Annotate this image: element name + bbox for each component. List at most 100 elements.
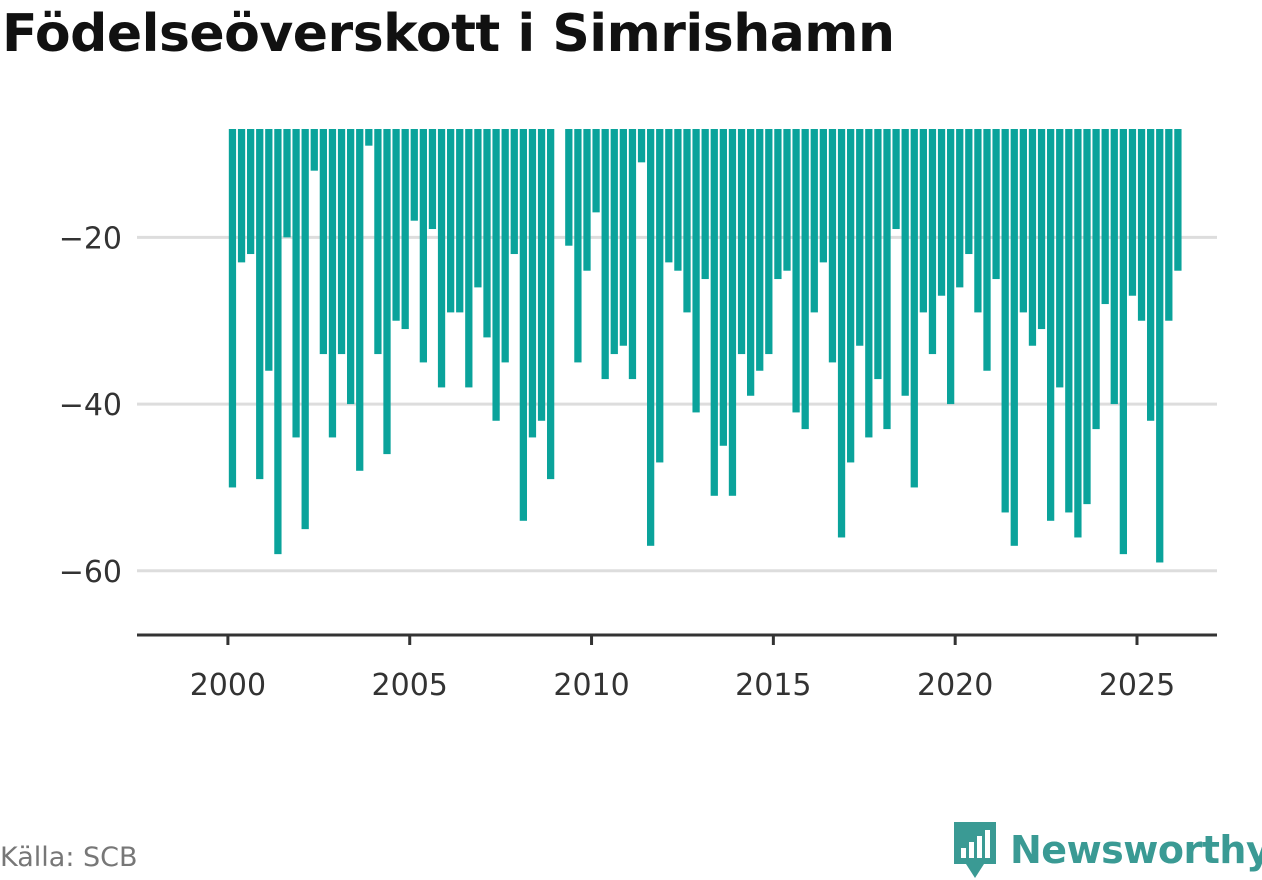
- bar: [647, 129, 655, 546]
- bar: [1074, 129, 1082, 538]
- bar: [992, 129, 1000, 280]
- bar: [610, 129, 618, 355]
- bar: [383, 129, 391, 455]
- bar: [547, 129, 555, 480]
- bar: [565, 129, 573, 246]
- bar: [628, 129, 637, 380]
- bar: [937, 129, 946, 296]
- bar: [592, 129, 600, 213]
- bar: [719, 129, 727, 446]
- bar: [901, 129, 909, 396]
- bar: [410, 129, 418, 221]
- bar: [356, 129, 364, 471]
- x-tick-label: 2020: [917, 668, 993, 703]
- bar: [974, 129, 982, 313]
- bar: [683, 129, 691, 313]
- bar: [883, 129, 891, 430]
- bar: [1056, 129, 1064, 388]
- x-tick-label: 2000: [190, 668, 266, 703]
- brand-logo: Newsworthy: [950, 820, 1262, 880]
- bar: [510, 129, 518, 255]
- bar: [965, 129, 973, 255]
- bar: [856, 129, 864, 346]
- bar: [574, 129, 582, 363]
- bar: [728, 129, 737, 496]
- bar: [756, 129, 764, 371]
- bar: [801, 129, 809, 430]
- newsworthy-logo-icon: [954, 822, 996, 878]
- bar: [256, 129, 264, 480]
- bar: [865, 129, 873, 438]
- bar: [874, 129, 882, 380]
- bar: [265, 129, 273, 371]
- bar: [1083, 129, 1091, 505]
- bar: [401, 129, 409, 330]
- bar: [492, 129, 500, 421]
- bar: [792, 129, 800, 413]
- bar: [637, 129, 646, 163]
- bar: [819, 129, 827, 263]
- bar: [674, 129, 682, 271]
- bar: [519, 129, 527, 521]
- bar: [656, 129, 664, 463]
- bar: [483, 129, 491, 338]
- bar: [501, 129, 509, 363]
- y-tick-label: −40: [59, 388, 122, 423]
- bar: [365, 129, 373, 146]
- bar: [1156, 129, 1164, 563]
- bar: [1174, 129, 1182, 271]
- bar: [456, 129, 464, 313]
- bar: [228, 129, 237, 488]
- bar: [828, 129, 837, 363]
- bar: [283, 129, 291, 238]
- bar: [1128, 129, 1137, 296]
- bar: [1028, 129, 1037, 346]
- bar: [274, 129, 282, 555]
- bar: [1037, 129, 1046, 330]
- bar: [1101, 129, 1109, 305]
- bar: [1110, 129, 1118, 405]
- bar: [392, 129, 400, 321]
- bar: [601, 129, 609, 380]
- bar: [665, 129, 673, 263]
- bar: [1001, 129, 1009, 513]
- bar: [847, 129, 855, 463]
- bar: [1137, 129, 1146, 321]
- bar: [1119, 129, 1127, 555]
- bar: [237, 129, 246, 263]
- bar: [328, 129, 337, 438]
- bar: [956, 129, 964, 288]
- bar: [701, 129, 709, 280]
- bar: [765, 129, 773, 355]
- source-credit: Källa: SCB: [0, 842, 138, 873]
- bar: [337, 129, 346, 355]
- x-tick-label: 2005: [372, 668, 448, 703]
- bars: [228, 129, 1182, 563]
- bar: [310, 129, 318, 171]
- bar: [919, 129, 927, 313]
- bar: [583, 129, 591, 271]
- bar: [910, 129, 918, 488]
- bar-chart: −20 −40 −60 2000 2005 2010 2015 2020 2025: [59, 129, 1217, 703]
- bar: [783, 129, 791, 271]
- bar: [465, 129, 473, 388]
- bar: [737, 129, 746, 355]
- bar: [892, 129, 900, 230]
- bar: [428, 129, 437, 230]
- bar: [437, 129, 446, 388]
- bar: [447, 129, 455, 313]
- x-tick-label: 2015: [735, 668, 811, 703]
- bar: [774, 129, 782, 280]
- bar: [474, 129, 482, 288]
- bar: [692, 129, 700, 413]
- bar: [1092, 129, 1100, 430]
- bar: [374, 129, 382, 355]
- bar: [947, 129, 955, 405]
- bar: [247, 129, 255, 255]
- bar: [1047, 129, 1055, 521]
- y-tick-label: −60: [59, 555, 122, 590]
- bar: [347, 129, 355, 405]
- bar: [528, 129, 537, 438]
- y-tick-label: −20: [59, 221, 122, 256]
- bar: [928, 129, 937, 355]
